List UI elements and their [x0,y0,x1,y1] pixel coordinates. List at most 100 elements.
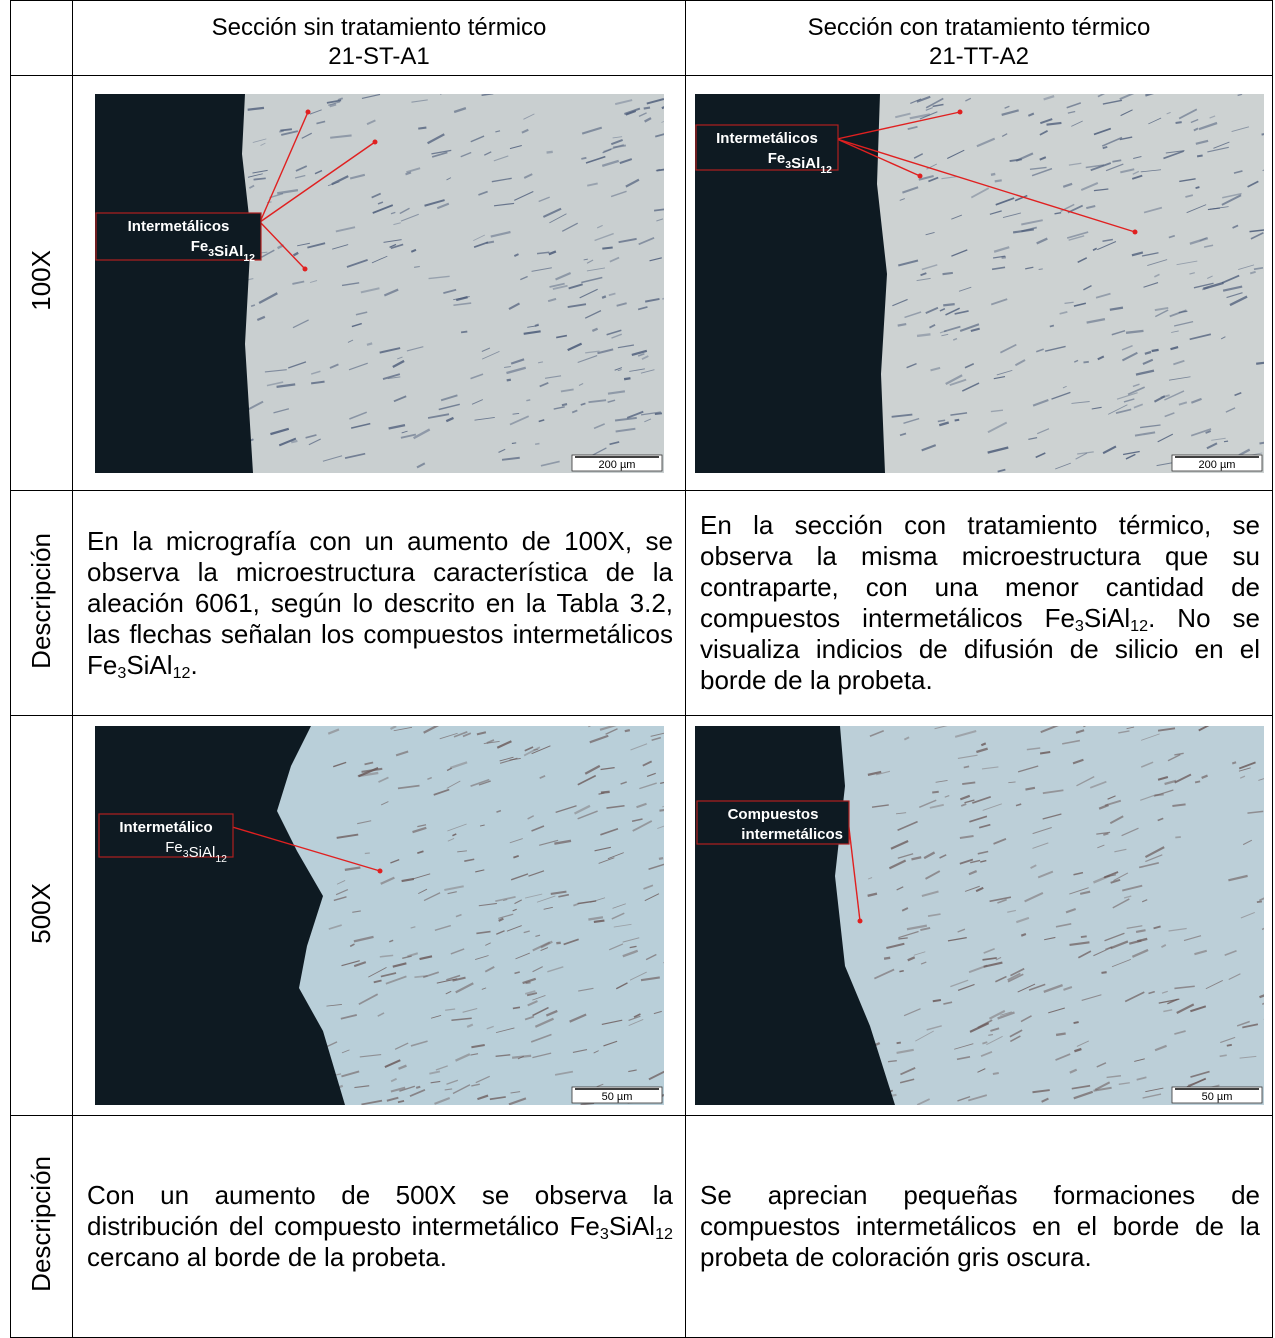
precipitate [364,853,369,854]
arrow-head [857,919,862,924]
precipitate [1049,325,1053,326]
precipitate [943,304,954,305]
text-run: Fe [190,238,208,255]
precipitate [1101,972,1106,973]
image-row: 500X IntermetálicoFe3SiAl1250 µm Compues… [11,716,1273,1116]
precipitate [581,157,586,158]
corner-cell [11,1,73,76]
precipitate [990,173,994,174]
subscript: 3 [1075,617,1084,635]
text-run: SiAl [126,650,172,680]
precipitate [418,127,426,128]
precipitate [251,305,255,306]
precipitate [533,749,538,750]
header-title: Sección sin tratamiento térmico [73,13,685,42]
arrow-head [305,109,310,114]
annotation-line: Compuestos [727,806,818,823]
precipitate [942,272,952,273]
precipitate [1223,441,1227,442]
precipitate [988,1035,993,1036]
text-run: Se aprecian pequeñas formaciones de comp… [700,1180,1260,1272]
precipitate [1195,187,1199,188]
precipitate [1219,1055,1226,1056]
precipitate [416,1087,420,1088]
arrow-head [302,266,307,271]
precipitate [654,413,661,414]
precipitate [954,419,959,420]
results-table: Sección sin tratamiento térmico 21-ST-A1… [10,0,1273,1338]
header-code: 21-TT-A2 [686,42,1272,71]
precipitate [461,331,467,332]
text-run: SiAl [791,155,820,172]
scale-label: 200 µm [598,459,635,471]
row-label-cell: 100X [11,76,73,491]
row-label: Descripción [26,533,57,669]
precipitate [932,1000,940,1001]
precipitate [561,404,566,405]
precipitate [1073,1022,1078,1023]
description: Se aprecian pequeñas formaciones de comp… [700,1180,1260,1273]
header-row: Sección sin tratamiento térmico 21-ST-A1… [11,1,1273,76]
row-label-cell: 500X [11,716,73,1116]
micrograph: IntermetálicosFe3SiAl12200 µm [695,94,1264,473]
text-run: SiAl [188,844,215,861]
precipitate [917,334,930,336]
annotation-line: Intermetálicos [127,218,229,235]
precipitate [546,151,552,152]
description-row: Descripción Con un aumento de 500X se ob… [11,1116,1273,1338]
precipitate [366,343,371,344]
precipitate [992,1073,998,1074]
image-cell: IntermetálicosFe3SiAl12200 µm [686,76,1273,491]
scale-label: 50 µm [1201,1091,1232,1103]
precipitate [1197,155,1203,156]
precipitate [602,247,612,248]
subscript: 12 [820,164,832,176]
header-code: 21-ST-A1 [73,42,685,71]
subscript: 12 [655,1225,673,1243]
arrow-head [957,109,962,114]
precipitate [1195,781,1200,782]
header-cell: Sección con tratamiento térmico 21-TT-A2 [686,1,1273,76]
precipitate [624,378,630,379]
precipitate [1056,1033,1066,1034]
description: Con un aumento de 500X se observa la dis… [87,1180,673,1273]
text-run: cercano al borde de la probeta. [87,1242,447,1272]
row-label: 500X [26,883,57,944]
row-label-cell: Descripción [11,491,73,716]
precipitate [602,296,606,297]
image-cell: IntermetálicosFe3SiAl12200 µm [73,76,686,491]
precipitate [1256,901,1261,902]
precipitate [896,1043,900,1044]
annotation-line: Intermetálico [119,819,212,836]
subscript: 12 [1130,617,1148,635]
description-cell: Con un aumento de 500X se observa la dis… [73,1116,686,1338]
precipitate [511,442,515,443]
text-run: Con un aumento de 500X se observa la dis… [87,1180,673,1241]
image-row: 100X IntermetálicosFe3SiAl12200 µm Inter… [11,76,1273,491]
subscript: 12 [243,252,255,264]
subscript: 3 [117,664,126,682]
precipitate [643,107,649,108]
precipitate [593,921,604,922]
description-row: Descripción En la micrografía con un aum… [11,491,1273,716]
row-label-cell: Descripción [11,1116,73,1338]
image-cell: IntermetálicoFe3SiAl1250 µm [73,716,686,1116]
precipitate [1083,361,1088,362]
micrograph: Compuestosintermetálicos50 µm [695,726,1264,1105]
precipitate [884,958,890,959]
description-cell: En la micrografía con un aumento de 100X… [73,491,686,716]
arrow-head [1132,229,1137,234]
header-title: Sección con tratamiento térmico [686,13,1272,42]
scale-label: 200 µm [1198,459,1235,471]
text-run: Fe [165,839,183,856]
precipitate [526,399,530,400]
micrograph: IntermetálicosFe3SiAl12200 µm [95,94,664,473]
header-cell: Sección sin tratamiento térmico 21-ST-A1 [73,1,686,76]
precipitate [624,730,629,731]
arrow-head [377,869,382,874]
annotation-line: Intermetálicos [716,130,818,147]
text-run: SiAl [609,1211,655,1241]
precipitate [512,1007,519,1008]
precipitate [506,379,510,380]
arrow-head [372,139,377,144]
